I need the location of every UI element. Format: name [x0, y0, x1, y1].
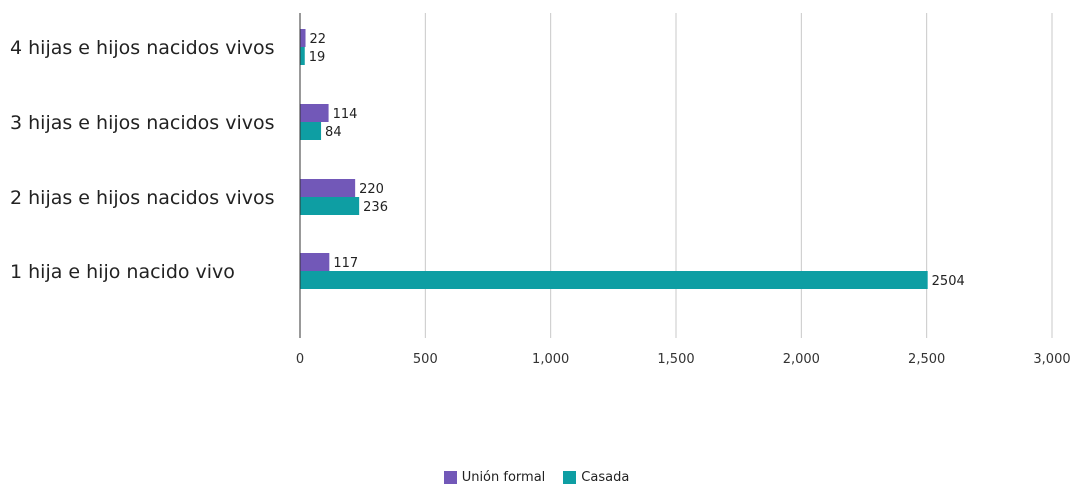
category-label-2: 3 hijas e hijos nacidos vivos	[10, 112, 275, 134]
data-label-casada-3: 236	[363, 200, 388, 215]
bar-union-formal-4	[300, 253, 330, 271]
data-label-casada-1: 19	[309, 50, 326, 65]
legend-label-union-formal: Unión formal	[461, 470, 546, 485]
bar-casada-1	[300, 47, 305, 65]
x-tick-label-6: 3,000	[1033, 352, 1070, 367]
x-tick-label-3: 1,500	[657, 352, 694, 367]
data-label-union-formal-1: 22	[310, 32, 327, 47]
x-tick-label-1: 500	[413, 352, 438, 367]
data-label-casada-4: 2504	[932, 274, 965, 289]
x-tick-label-2: 1,000	[532, 352, 569, 367]
legend-swatch-union-formal	[443, 471, 457, 484]
x-tick-label-0: 0	[296, 352, 304, 367]
legend: Unión formal Casada	[0, 470, 1073, 485]
legend-swatch-casada	[563, 471, 577, 484]
bar-union-formal-3	[300, 179, 356, 197]
bar-casada-2	[300, 122, 322, 140]
bar-union-formal-1	[300, 29, 306, 47]
data-label-union-formal-4: 117	[333, 256, 358, 271]
x-tick-label-5: 2,500	[908, 352, 945, 367]
bar-casada-3	[300, 197, 360, 215]
data-label-union-formal-3: 220	[359, 182, 384, 197]
legend-item-casada: Casada	[563, 470, 629, 485]
x-tick-label-4: 2,000	[783, 352, 820, 367]
gridlines	[424, 13, 1053, 338]
category-label-4: 1 hija e hijo nacido vivo	[10, 261, 235, 283]
data-label-casada-2: 84	[325, 125, 342, 140]
legend-item-union-formal: Unión formal	[443, 470, 546, 485]
legend-label-casada: Casada	[581, 470, 630, 485]
bar-casada-4	[300, 271, 928, 289]
category-label-1: 4 hijas e hijos nacidos vivos	[10, 37, 275, 59]
bar-union-formal-2	[300, 104, 329, 122]
data-label-union-formal-2: 114	[333, 107, 358, 122]
category-label-3: 2 hijas e hijos nacidos vivos	[10, 187, 275, 209]
labels: 0 500 1,000 1,500 2,000 2,500 3,000 4 hijas e h…	[10, 32, 1071, 367]
bars	[300, 29, 928, 289]
